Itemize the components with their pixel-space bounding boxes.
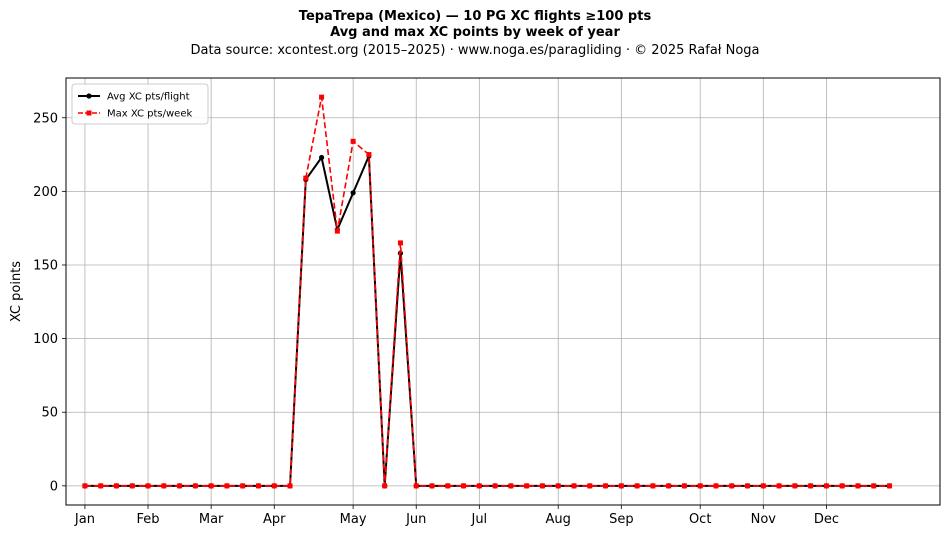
data-point: [776, 483, 782, 489]
data-point: [839, 483, 845, 489]
data-point: [681, 483, 687, 489]
y-axis-label: XC points: [9, 261, 24, 322]
data-point: [224, 483, 230, 489]
data-point: [603, 483, 609, 489]
data-point: [161, 483, 167, 489]
x-tick-label: May: [340, 512, 367, 527]
data-point: [192, 483, 198, 489]
x-tick-label: Aug: [546, 512, 571, 527]
data-point: [319, 94, 325, 100]
data-point: [745, 483, 751, 489]
x-tick-label: Jun: [405, 512, 426, 527]
chart-source-line: Data source: xcontest.org (2015–2025) · …: [190, 43, 760, 58]
data-point: [287, 483, 293, 489]
data-point: [887, 483, 893, 489]
series-line: [84, 96, 890, 487]
chart-title: TepaTrepa (Mexico) — 10 PG XC flights ≥1…: [298, 9, 652, 24]
data-point: [587, 483, 593, 489]
legend-label: Max XC pts/week: [107, 109, 192, 120]
x-tick-label: Mar: [199, 512, 224, 527]
axes: Jan Feb Mar Apr May Jun Jul Aug Sep Oct Nov Dec 0 50 1…: [33, 111, 839, 527]
data-point: [240, 483, 246, 489]
data-point: [145, 483, 151, 489]
series-max: [82, 94, 893, 489]
series-line: [84, 155, 890, 487]
y-tick-label: 150: [33, 258, 58, 273]
data-point: [524, 483, 530, 489]
x-tick-label: Dec: [814, 512, 839, 527]
x-tick-label: Feb: [137, 512, 160, 527]
x-tick-label: Nov: [751, 512, 777, 527]
data-point: [808, 483, 814, 489]
data-point: [792, 483, 798, 489]
data-point: [113, 483, 119, 489]
data-point: [334, 228, 340, 234]
data-point: [318, 154, 325, 161]
data-point: [429, 483, 435, 489]
data-point: [382, 483, 388, 489]
y-tick-label: 50: [41, 406, 58, 421]
data-point: [823, 483, 829, 489]
y-tick-label: 0: [50, 479, 58, 494]
legend-marker: [86, 93, 92, 99]
data-point: [760, 483, 766, 489]
y-tick-label: 200: [33, 185, 58, 200]
series-avg: [82, 153, 893, 489]
data-point: [492, 483, 498, 489]
data-point: [98, 483, 104, 489]
legend: Avg XC pts/flight Max XC pts/week: [71, 83, 209, 125]
y-tick-label: 100: [33, 332, 58, 347]
data-point: [208, 483, 214, 489]
chart-subtitle: Avg and max XC points by week of year: [330, 25, 620, 40]
data-point: [476, 483, 482, 489]
series-layer: [82, 94, 893, 489]
plot-frame: [65, 77, 941, 506]
x-tick-label: Apr: [263, 512, 286, 527]
x-tick-label: Oct: [689, 512, 711, 527]
legend-label: Avg XC pts/flight: [107, 92, 190, 103]
data-point: [271, 483, 277, 489]
data-point: [508, 483, 514, 489]
data-point: [650, 483, 656, 489]
grid: [66, 78, 940, 505]
data-point: [413, 483, 419, 489]
data-point: [713, 483, 719, 489]
x-tick-label: Sep: [609, 512, 634, 527]
data-point: [397, 240, 403, 246]
data-point: [729, 483, 735, 489]
data-point: [461, 483, 467, 489]
data-point: [350, 190, 356, 196]
data-point: [177, 483, 183, 489]
data-point: [129, 483, 135, 489]
legend-marker: [86, 110, 92, 116]
data-point: [366, 152, 372, 158]
data-point: [350, 138, 356, 144]
data-point: [618, 483, 624, 489]
y-tick-label: 250: [33, 111, 58, 126]
data-point: [634, 483, 640, 489]
data-point: [555, 483, 561, 489]
data-point: [571, 483, 577, 489]
data-point: [539, 483, 545, 489]
data-point: [255, 483, 261, 489]
data-point: [445, 483, 451, 489]
data-point: [855, 483, 861, 489]
x-tick-label: Jan: [74, 512, 95, 527]
data-point: [303, 175, 309, 181]
data-point: [82, 483, 88, 489]
data-point: [697, 483, 703, 489]
x-tick-label: Jul: [470, 512, 487, 527]
legend-box: [71, 83, 209, 125]
data-point: [666, 483, 672, 489]
data-point: [871, 483, 877, 489]
